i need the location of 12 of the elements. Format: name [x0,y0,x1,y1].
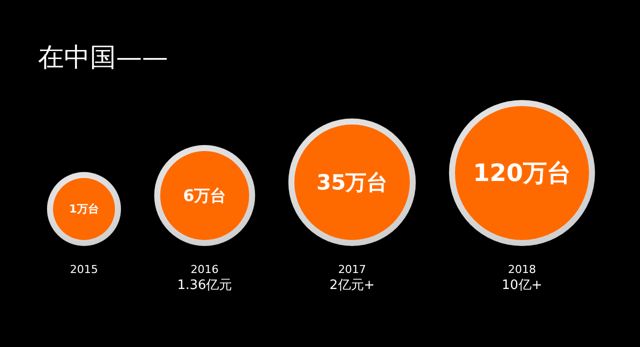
category-label: 2015 [70,263,98,276]
text: 在中国—— [38,43,168,73]
category-label: 2018 [508,263,536,276]
data-label: 6万台 [183,186,226,206]
data-label: 1万台 [69,202,99,216]
text: 10亿+ [502,278,542,293]
text: 1.36亿元 [177,278,232,293]
text: 2亿元+ [329,278,375,293]
category-label: 2017 [338,263,366,276]
category-label: 2016 [190,263,219,276]
data-label: 120万台 [472,159,572,187]
data-label: 35万台 [316,170,388,194]
